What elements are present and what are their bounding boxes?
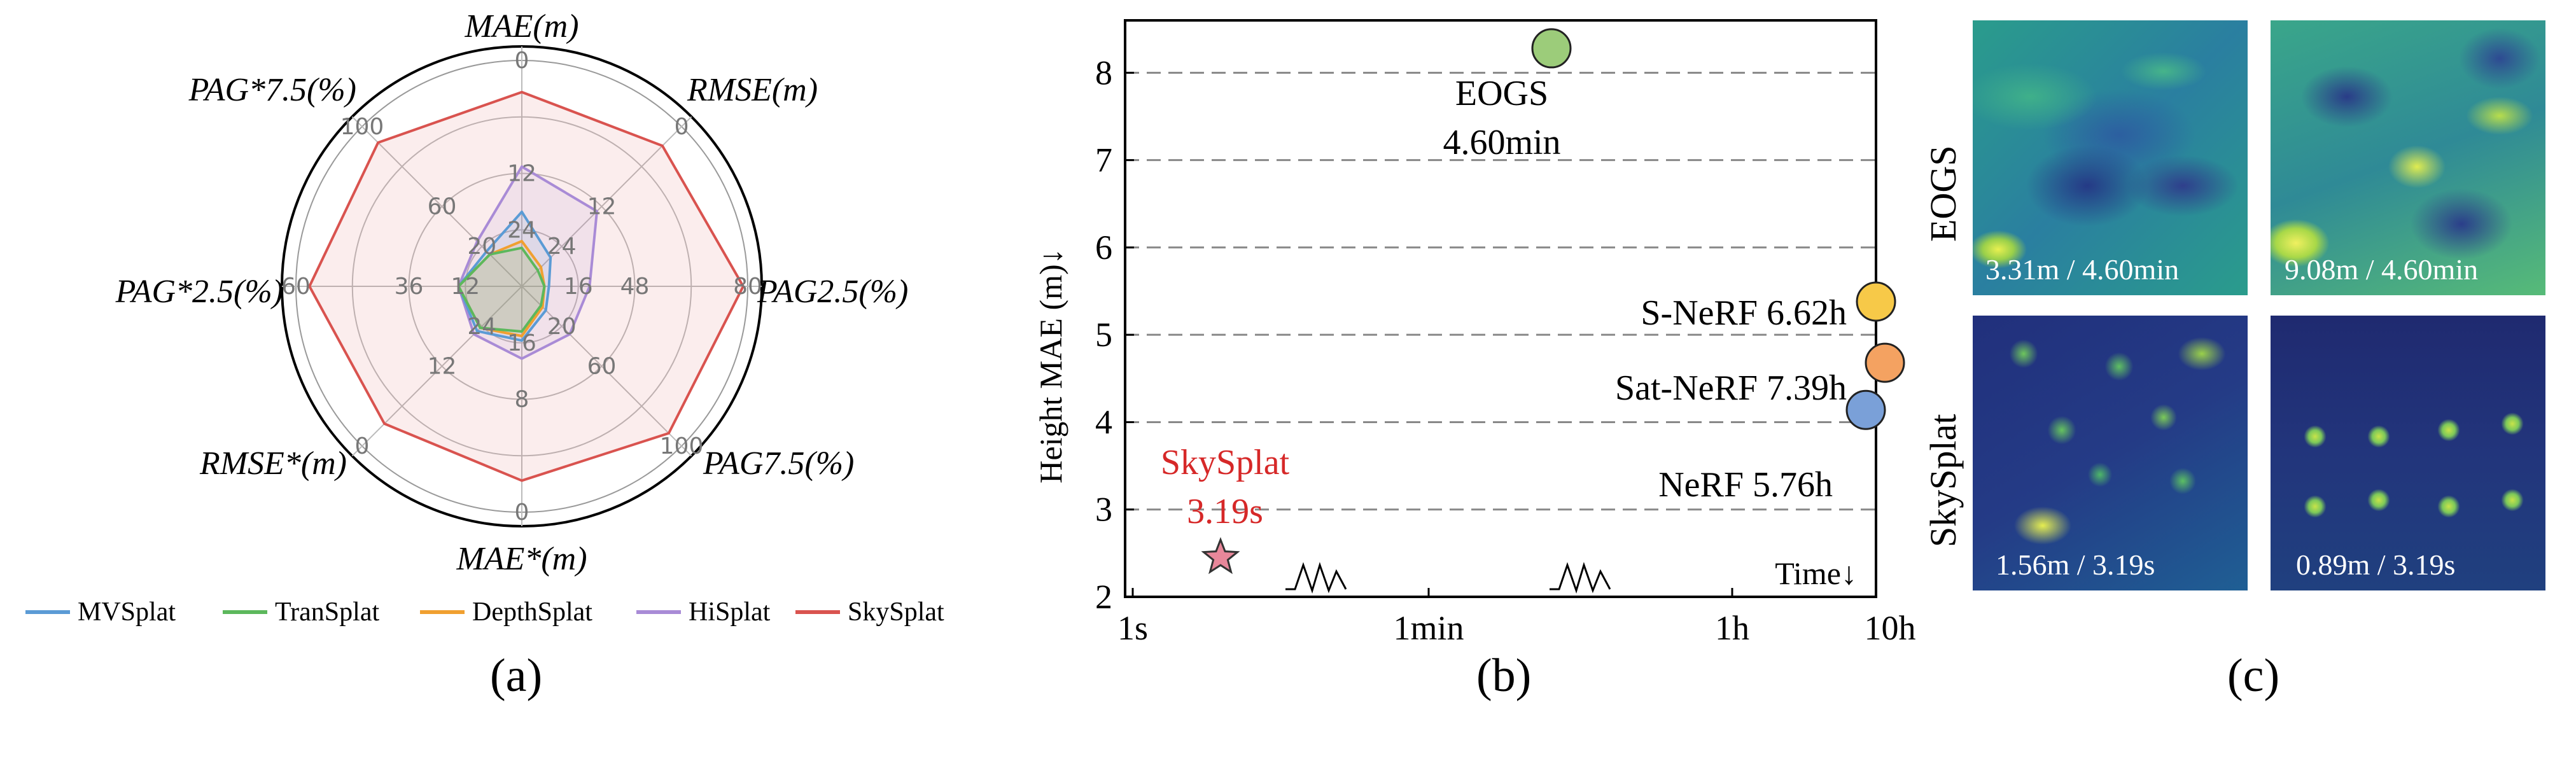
radar-series-transplat [457,246,546,333]
radar-chart: 0 12 24 0 12 24 80 48 16 100 60 20 0 8 16 0 12 24 60 36 12 10… [25,8,944,627]
tile-label: 3.31m / 4.60min [1985,253,2180,286]
y-tick-label: 5 [1095,316,1112,354]
radar-tick-label: 12 [428,354,457,380]
tile-label: 0.89m / 3.19s [2296,548,2456,581]
y-tick-label: 7 [1095,141,1112,179]
point-label-sat-nerf: Sat-NeRF 7.39h [1615,368,1847,408]
radar-tick-label: 12 [451,274,480,300]
point-label-eogs: EOGS [1455,74,1548,113]
radar-axis-label: MAE(m) [464,8,578,45]
scatter-gridlines [1125,71,1876,511]
radar-tick-label: 100 [660,433,704,459]
radar-legend: MVSplat TranSplat DepthSplat HiSplat SkySpla… [25,597,944,627]
radar-tick-label: 24 [467,314,496,340]
radar-tick-label: 16 [564,274,593,300]
scatter-points [1201,28,1905,575]
radar-tick-label: 24 [507,217,536,243]
point-s-nerf [1856,281,1896,322]
heightmap-eogs-1: 3.31m / 4.60min [1973,20,2248,295]
radar-tick-label: 20 [467,234,496,260]
legend-label-skysplat: SkySplat [848,597,944,627]
x-tick-label: 1h [1715,609,1749,647]
radar-tick-label: 60 [281,274,311,300]
legend-label-hisplat: HiSplat [689,597,771,627]
tile-label: 9.08m / 4.60min [2285,253,2479,286]
radar-axis-label: PAG7.5(%) [703,445,854,482]
axis-break-mark [1550,562,1611,594]
legend-label-transplat: TranSplat [275,597,379,627]
radar-axis-label: MAE*(m) [456,541,587,577]
panel-label-c: (c) [2227,650,2280,702]
plot-frame [1124,19,1877,598]
x-tick-label: 1min [1393,609,1464,647]
radar-tick-label: 100 [340,114,384,140]
radar-tick-label: 8 [515,387,529,413]
radar-tick-label: 0 [675,114,689,140]
scatter-frame [1124,19,1877,598]
radar-axis-label: PAG*7.5(%) [188,72,356,108]
axis-break-mark [1285,562,1347,594]
radar-axis-label: PAG2.5(%) [757,274,908,310]
panel-label-b: (b) [1476,650,1532,702]
radar-series-skysplat [308,90,745,482]
radar-tick-labels: 0 12 24 0 12 24 80 48 16 100 60 20 0 8 16 0 12 24 60 36 12 10… [281,48,762,526]
x-tick-label: 10h [1865,609,1916,647]
radar-series-hisplat [457,165,598,360]
radar-axis-label: PAG*2.5(%) [115,274,283,310]
radar-tick-label: 60 [587,354,617,380]
point-skysplat [1201,537,1240,575]
legend-label-mvsplat: MVSplat [78,597,176,627]
radar-tick-label: 0 [515,48,529,74]
point-eogs [1531,28,1572,69]
point-sat-nerf [1865,342,1905,383]
y-tick-label: 2 [1095,578,1112,616]
radar-tick-label: 20 [547,314,577,340]
radar-axis-label: RMSE*(m) [199,445,347,482]
scatter-y-ticks: 2 3 4 5 6 7 8 [1095,53,1134,616]
y-tick-label: 4 [1095,403,1112,441]
radar-tick-label: 12 [587,193,617,220]
y-tick-label: 3 [1095,491,1112,529]
heightmap-eogs-2: 9.08m / 4.60min [2271,20,2545,295]
heightmap-skysplat-1: 1.56m / 3.19s [1973,316,2248,590]
radar-tick-label: 12 [507,161,536,187]
point-nerf [1845,389,1886,430]
panel-label-a: (a) [490,650,543,702]
radar-tick-label: 24 [547,234,577,260]
point-label-skysplat: SkySplat [1161,443,1290,482]
axis-break-marks [1285,562,1611,594]
radar-tick-label: 60 [428,193,457,220]
radar-axis-label: RMSE(m) [687,72,818,108]
radar-tick-label: 0 [355,433,370,459]
radar-tick-label: 48 [620,274,650,300]
radar-spoke [351,286,522,457]
x-tick-label: 1s [1117,609,1148,647]
radar-spoke [351,116,522,287]
radar-axis-labels: MAE(m) RMSE(m) PAG2.5(%) PAG7.5(%) MAE*(m) RM… [115,8,909,577]
point-label-nerf: NeRF 5.76h [1658,465,1833,505]
scatter-x-ticks: 1s 1min 1h 10h [1117,588,1916,647]
radar-tick-label: 16 [507,330,536,356]
radar-series-mvsplat [457,210,552,342]
y-tick-label: 6 [1095,228,1112,267]
y-tick-label: 8 [1095,53,1112,92]
radar-grid [281,45,763,527]
point-label-s-nerf: S-NeRF 6.62h [1641,293,1847,333]
legend-label-depthsplat: DepthSplat [472,597,592,627]
radar-tick-label: 80 [733,274,762,300]
radar-tick-label: 0 [515,499,529,526]
radar-series-group [308,90,745,482]
point-label-skysplat: 3.19s [1187,492,1263,531]
x-axis-label: Time↓ [1775,555,1857,591]
radar-spoke [521,286,692,457]
tile-label: 1.56m / 3.19s [1996,548,2155,581]
radar-tick-label: 36 [395,274,424,300]
heightmap-skysplat-2: 0.89m / 3.19s [2271,316,2545,590]
scatter-point-labels: EOGS 4.60min S-NeRF 6.62h Sat-NeRF 7.39h NeR… [1161,74,1847,531]
row-label-skysplat: SkySplat [1922,414,1964,548]
point-label-eogs: 4.60min [1443,123,1560,162]
row-label-eogs: EOGS [1922,145,1964,242]
